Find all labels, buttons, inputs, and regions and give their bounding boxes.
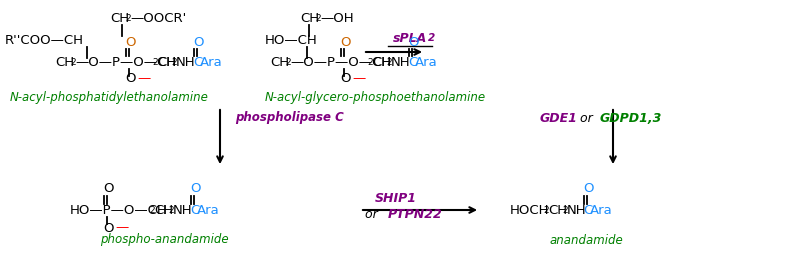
Text: 2: 2 — [152, 58, 158, 67]
Text: C: C — [190, 203, 199, 216]
Text: —OOCR': —OOCR' — [130, 11, 186, 25]
Text: 2: 2 — [125, 14, 131, 23]
Text: anandamide: anandamide — [550, 233, 624, 247]
Text: NH: NH — [176, 55, 196, 69]
Text: CH: CH — [55, 55, 74, 69]
Text: GDE1: GDE1 — [540, 111, 578, 124]
Text: HO—P—O—CH: HO—P—O—CH — [70, 203, 168, 216]
Text: O: O — [193, 35, 204, 49]
Text: O: O — [125, 35, 136, 49]
Text: 2: 2 — [367, 58, 373, 67]
Text: CH: CH — [372, 55, 391, 69]
Text: —O—P—O—CH: —O—P—O—CH — [290, 55, 391, 69]
Text: CH: CH — [154, 203, 173, 216]
Text: O: O — [190, 182, 200, 194]
Text: —O—P—O—CH: —O—P—O—CH — [75, 55, 176, 69]
Text: 2: 2 — [428, 33, 435, 43]
Text: HO—CH: HO—CH — [265, 34, 318, 46]
Text: O: O — [103, 182, 114, 194]
Text: C: C — [583, 203, 592, 216]
Text: 2: 2 — [315, 14, 321, 23]
Text: O: O — [408, 35, 419, 49]
Text: 2: 2 — [562, 206, 568, 215]
Text: O: O — [103, 221, 114, 235]
Text: SHIP1: SHIP1 — [375, 191, 417, 204]
Text: CH: CH — [300, 11, 319, 25]
Text: O: O — [583, 182, 593, 194]
Text: 2: 2 — [386, 58, 391, 67]
Text: phospholipase C: phospholipase C — [235, 111, 344, 124]
Text: —: — — [137, 73, 150, 85]
Text: 2: 2 — [171, 58, 176, 67]
Text: HOCH: HOCH — [510, 203, 549, 216]
Text: NH: NH — [391, 55, 411, 69]
Text: N-acyl-glycero-phosphoethanolamine: N-acyl-glycero-phosphoethanolamine — [265, 91, 486, 103]
Text: or: or — [365, 209, 382, 221]
Text: NH: NH — [173, 203, 192, 216]
Text: —: — — [115, 221, 128, 235]
Text: CH: CH — [270, 55, 290, 69]
Text: CH: CH — [110, 11, 129, 25]
Text: CH: CH — [157, 55, 176, 69]
Text: GDPD1,3: GDPD1,3 — [600, 111, 662, 124]
Text: phospho-anandamide: phospho-anandamide — [100, 233, 229, 247]
Text: C: C — [193, 55, 202, 69]
Text: O: O — [340, 73, 350, 85]
Text: 2: 2 — [70, 58, 75, 67]
Text: O: O — [340, 35, 350, 49]
Text: PTPN22: PTPN22 — [388, 209, 443, 221]
Text: —: — — [352, 73, 365, 85]
Text: sPLA: sPLA — [393, 31, 427, 44]
Text: CH: CH — [548, 203, 567, 216]
Text: Ara: Ara — [200, 55, 223, 69]
Text: 2: 2 — [168, 206, 173, 215]
Text: or: or — [576, 111, 597, 124]
Text: Ara: Ara — [415, 55, 438, 69]
Text: N-acyl-phosphatidylethanolamine: N-acyl-phosphatidylethanolamine — [10, 91, 209, 103]
Text: R''COO—CH: R''COO—CH — [5, 34, 84, 46]
Text: 2: 2 — [543, 206, 549, 215]
Text: C: C — [408, 55, 417, 69]
Text: —OH: —OH — [320, 11, 354, 25]
Text: Ara: Ara — [197, 203, 220, 216]
Text: O: O — [125, 73, 136, 85]
Text: NH: NH — [567, 203, 586, 216]
Text: Ara: Ara — [590, 203, 613, 216]
Text: 2: 2 — [149, 206, 155, 215]
Text: 2: 2 — [285, 58, 290, 67]
